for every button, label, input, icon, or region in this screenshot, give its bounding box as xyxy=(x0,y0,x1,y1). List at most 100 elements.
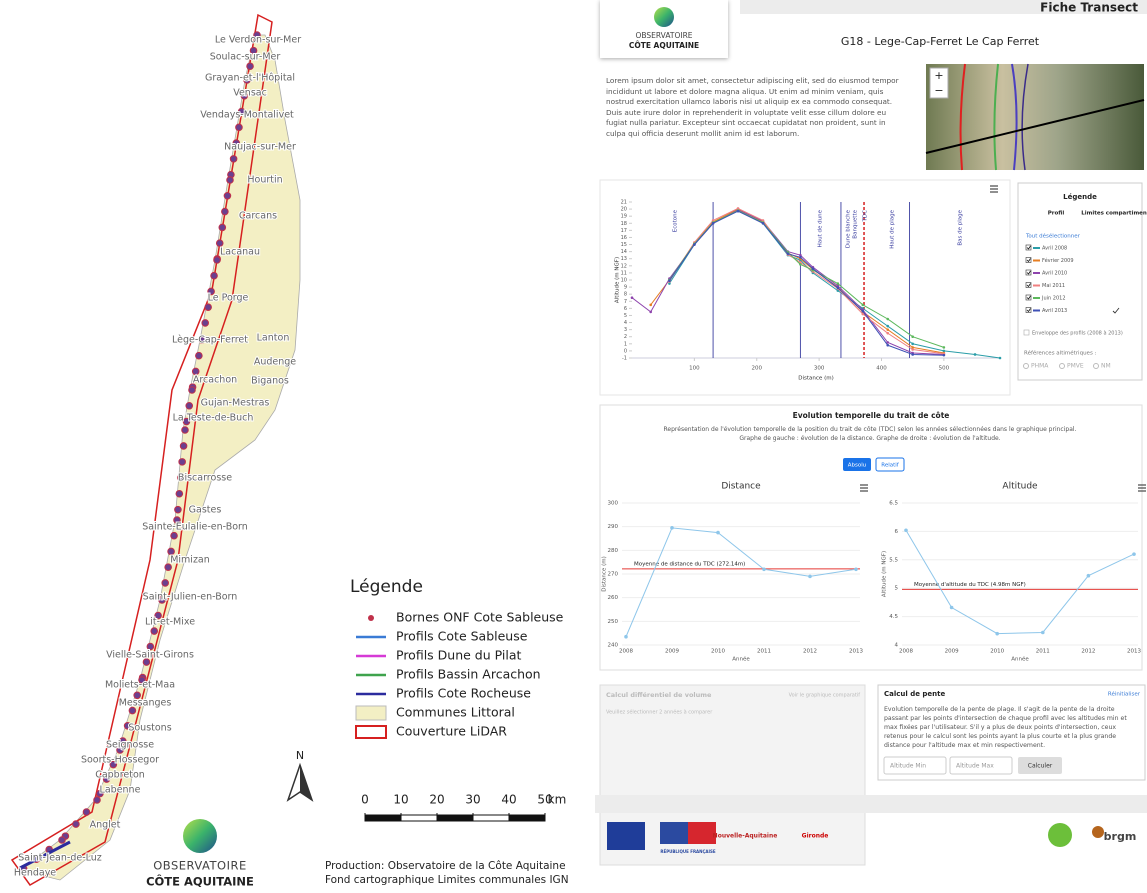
logo-circle xyxy=(183,819,217,853)
button-label[interactable]: Calculer xyxy=(1028,763,1053,770)
y-tick-label: 4 xyxy=(624,320,627,326)
data-point xyxy=(799,253,802,257)
borne xyxy=(173,516,181,524)
legend-item: Profils Cote Sableuse xyxy=(396,629,528,644)
y-tick-label: 300 xyxy=(608,501,619,507)
borne xyxy=(167,547,175,556)
town-label: Hendaye xyxy=(14,868,56,879)
input-placeholder: Altitude Min xyxy=(890,763,926,770)
checkbox[interactable] xyxy=(1025,294,1032,301)
scale-segment xyxy=(472,814,510,822)
chart-title: Altitude xyxy=(1002,482,1038,492)
data-point xyxy=(693,243,696,246)
y-tick-label: 13 xyxy=(621,256,627,262)
borne xyxy=(102,775,111,783)
zoom-box[interactable] xyxy=(929,67,949,99)
checkbox[interactable] xyxy=(1025,269,1032,276)
transect-line xyxy=(925,99,1145,154)
button-label[interactable]: Absolu xyxy=(848,463,867,469)
profils-rocheuse xyxy=(19,840,71,870)
borne xyxy=(123,721,132,730)
x-tick-label: 2009 xyxy=(665,649,679,655)
borne xyxy=(96,789,104,798)
checkbox[interactable] xyxy=(1025,307,1032,313)
checkbox[interactable] xyxy=(1025,244,1032,251)
town-label: Grayan-et-l'Hôpital xyxy=(205,73,295,84)
borne xyxy=(178,458,186,466)
zoom-in[interactable]: + xyxy=(934,69,943,82)
checkmark xyxy=(1026,308,1031,313)
data-point xyxy=(711,219,715,222)
borne xyxy=(235,123,243,132)
checkmark xyxy=(1026,270,1031,275)
town-label: Sainte-Eulalie-en-Born xyxy=(142,522,248,533)
town-label: Lanton xyxy=(257,333,290,344)
ref-label: PHMA xyxy=(1031,363,1049,370)
data-point xyxy=(716,530,720,535)
refs-title: Références altimétriques : xyxy=(1024,350,1097,357)
limit-label: Ecotone xyxy=(673,209,679,232)
logo-text: CÔTE AQUITAINE xyxy=(629,41,699,50)
page-header: Fiche Transect xyxy=(1040,1,1138,15)
town-label: Le Verdon-sur-Mer xyxy=(215,35,301,46)
button[interactable] xyxy=(875,457,905,472)
town-label: Gastes xyxy=(189,505,222,516)
legend-item: Avril 2008 xyxy=(1042,246,1067,252)
scale-label: 40 xyxy=(501,793,516,807)
data-point xyxy=(1086,573,1091,578)
radio[interactable] xyxy=(1023,363,1029,369)
checkbox[interactable] xyxy=(1025,257,1032,263)
deselect-link[interactable]: Tout désélectionner xyxy=(1025,233,1081,240)
aerial-map xyxy=(926,64,1144,170)
data-point xyxy=(786,252,790,256)
town-label: Gujan-Mestras xyxy=(201,398,270,409)
y-tick-label: 11 xyxy=(621,270,627,276)
radio[interactable] xyxy=(1093,363,1099,369)
y-axis-label: Altitude (m NGF) xyxy=(882,551,888,597)
checkbox[interactable] xyxy=(1023,329,1030,336)
button[interactable] xyxy=(843,458,871,471)
limit-label: Banquette xyxy=(853,209,859,238)
y-tick-label: 12 xyxy=(621,263,627,269)
legend-item: Profils Dune du Pilat xyxy=(396,648,521,663)
radio[interactable] xyxy=(1059,363,1065,369)
logo-text: OBSERVATOIRE xyxy=(635,31,692,40)
legend-item: Profils Bassin Arcachon xyxy=(396,667,541,682)
town-label: Capbreton xyxy=(95,770,145,781)
borne xyxy=(146,642,155,651)
checkbox[interactable] xyxy=(1025,282,1032,288)
x-tick-label: 2008 xyxy=(899,649,913,655)
borne xyxy=(176,474,185,482)
reset-link[interactable]: Réinitialiser xyxy=(1108,691,1141,698)
town-label: Soorts-Hossegor xyxy=(81,755,159,766)
data-point xyxy=(973,353,977,356)
checkmark xyxy=(1026,245,1031,250)
button[interactable] xyxy=(1018,757,1062,774)
footer-logo: Gironde xyxy=(802,833,829,840)
town-label: Audenge xyxy=(254,357,296,368)
scale-label: 30 xyxy=(465,793,480,807)
data-point xyxy=(711,221,715,225)
input[interactable] xyxy=(949,756,1013,775)
input[interactable] xyxy=(883,756,947,775)
data-point xyxy=(762,567,766,572)
borne xyxy=(150,627,159,635)
data-point xyxy=(1041,630,1045,635)
data-point xyxy=(886,341,890,344)
legend-panel xyxy=(1017,182,1143,381)
north-arrow-half xyxy=(300,765,312,800)
borne xyxy=(232,139,241,147)
button-label[interactable]: Relatif xyxy=(881,463,900,469)
zoom-out[interactable]: − xyxy=(934,84,943,97)
x-tick-label: 2012 xyxy=(803,649,817,655)
y-tick-label: 6 xyxy=(624,306,627,312)
borne xyxy=(215,239,224,247)
x-tick-label: 400 xyxy=(876,366,887,372)
data-point xyxy=(886,317,890,321)
borne xyxy=(119,737,127,745)
borne xyxy=(175,489,184,498)
footer-bar xyxy=(595,795,1147,813)
borne xyxy=(253,31,261,39)
mean-label: Moyenne d'altitude du TDC (4.98m NGF) xyxy=(914,582,1026,588)
